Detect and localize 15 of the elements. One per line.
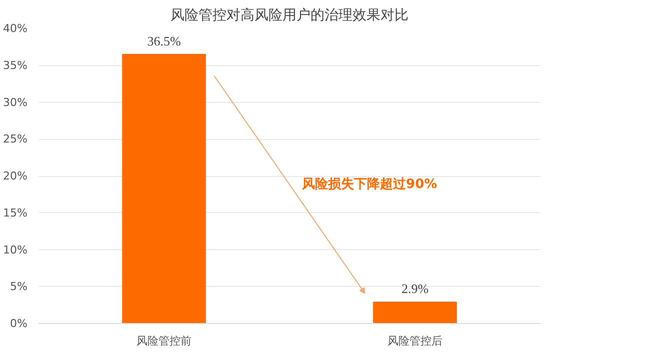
chart-title: 风险管控对高风险用户的治理效果对比 (170, 8, 408, 24)
y-tick-label: 35% (3, 58, 28, 72)
x-tick-label: 风险管控前 (136, 334, 192, 348)
x-tick-label: 风险管控后 (388, 334, 442, 348)
y-tick-label: 0% (10, 317, 28, 330)
y-tick-label: 15% (3, 206, 28, 220)
y-tick-label: 20% (3, 170, 28, 182)
y-tick-label: 25% (3, 132, 28, 146)
y-tick-label: 30% (3, 96, 28, 109)
y-tick-label: 5% (10, 280, 28, 294)
annotation: 风险损失下降超过90% (301, 177, 438, 192)
y-tick-label: 10% (3, 243, 28, 256)
y-tick-label: 40% (3, 22, 28, 35)
data-label: 2.9% (401, 281, 429, 296)
data-label: 36.5% (147, 33, 181, 48)
